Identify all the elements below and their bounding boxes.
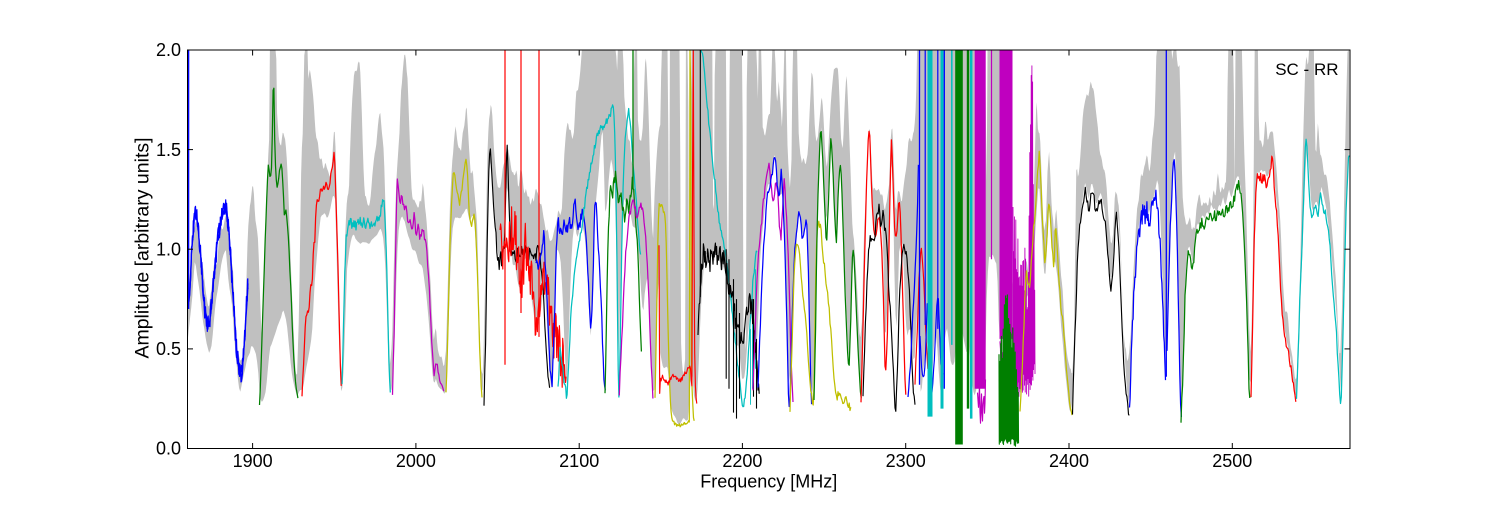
svg-text:2000: 2000 — [396, 451, 436, 471]
svg-text:0.0: 0.0 — [156, 439, 181, 459]
svg-text:2500: 2500 — [1212, 451, 1252, 471]
svg-text:SC - RR: SC - RR — [1275, 60, 1338, 79]
svg-text:0.5: 0.5 — [156, 339, 181, 359]
svg-text:2100: 2100 — [559, 451, 599, 471]
svg-text:Amplitude [arbitrary units]: Amplitude [arbitrary units] — [132, 137, 154, 358]
svg-text:2400: 2400 — [1049, 451, 1089, 471]
svg-text:2300: 2300 — [886, 451, 926, 471]
svg-text:Frequency [MHz]: Frequency [MHz] — [700, 472, 837, 492]
svg-text:2200: 2200 — [722, 451, 762, 471]
svg-text:1.0: 1.0 — [156, 239, 181, 259]
svg-text:1900: 1900 — [233, 451, 273, 471]
svg-text:1.5: 1.5 — [156, 140, 181, 160]
svg-text:2.0: 2.0 — [156, 40, 181, 60]
